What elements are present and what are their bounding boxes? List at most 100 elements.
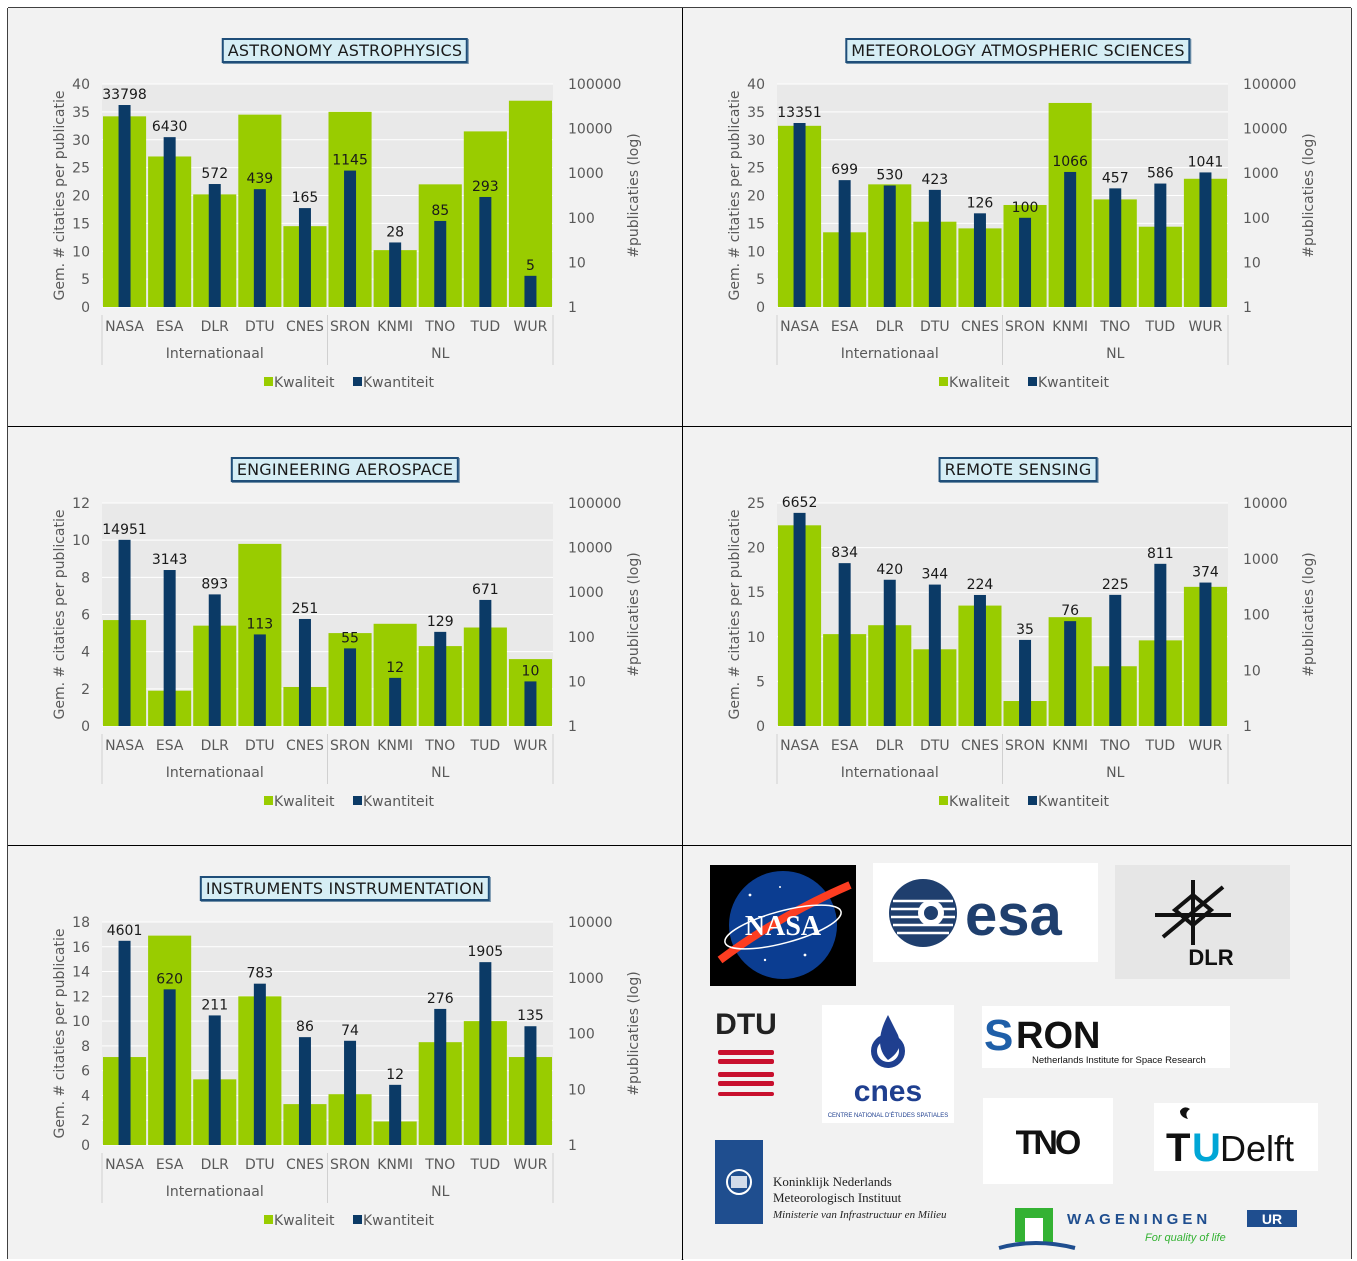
wur-logo-ur: UR [1262,1211,1282,1227]
kwantiteit-bar [1154,563,1167,726]
legend-swatch-kwaliteit [264,796,273,805]
data-label: 165 [292,190,319,206]
data-label: 10 [522,663,540,679]
data-label: 100 [1012,200,1039,216]
group-label-nl: NL [431,346,449,362]
y-tick-label: 6 [81,1064,90,1080]
data-label: 86 [296,1019,314,1035]
kwantiteit-bar [883,185,896,307]
y-tick-label: 5 [756,272,765,288]
nasa-emblem-icon: NASA [717,871,852,979]
y-tick-label: 10 [72,533,90,549]
data-label: 457 [1102,170,1129,186]
kwantiteit-bar [344,1040,357,1145]
y-axis-title: Gem. # citaties per publicatie [727,510,743,720]
kwantiteit-bar [479,196,492,307]
x-tick-label: TUD [470,1157,501,1173]
data-label: 3143 [152,552,188,568]
kwantiteit-bar [524,1026,537,1145]
kwantiteit-bar [1019,639,1032,726]
data-label: 85 [431,203,449,219]
y-tick-label: 6 [81,608,90,624]
y2-tick-label: 100000 [568,496,621,512]
kwantiteit-bar [208,184,221,307]
data-label: 530 [876,167,903,183]
kwantiteit-bar [1154,183,1167,307]
y2-tick-label: 100 [568,630,595,646]
x-tick-label: CNES [286,319,324,335]
y2-tick-label: 10000 [1243,122,1288,138]
data-label: 55 [341,630,359,646]
data-label: 1041 [1188,154,1224,170]
x-tick-label: NASA [105,319,144,335]
data-label: 28 [386,224,404,240]
data-label: 671 [472,582,499,598]
y2-tick-label: 1000 [568,971,604,987]
data-label: 1145 [332,153,368,169]
y-tick-label: 20 [747,189,765,205]
x-tick-label: DTU [920,319,950,335]
data-label: 251 [292,601,319,617]
data-label: 1905 [468,944,504,960]
legend-swatch-kwaliteit [264,1215,273,1224]
kwantiteit-bar [163,570,176,726]
kwantiteit-bar [298,208,311,307]
kwantiteit-bar [1109,594,1122,726]
data-label: 211 [201,997,228,1013]
x-tick-label: WUR [514,1157,548,1173]
x-tick-label: KNMI [1052,738,1088,754]
y-tick-label: 14 [72,965,90,981]
x-tick-label: TNO [1099,738,1130,754]
y2-tick-label: 10 [568,1082,586,1098]
x-tick-label: NASA [780,738,819,754]
legend-swatch-kwantiteit [353,796,362,805]
legend-swatch-kwaliteit [939,377,948,386]
y-axis-title: Gem. # citaties per publicatie [727,91,743,301]
kwantiteit-bar [298,1037,311,1145]
kwantiteit-bar [344,170,357,307]
y-tick-label: 4 [81,645,90,661]
kwantiteit-bar [524,275,537,307]
y2-tick-label: 1000 [568,166,604,182]
x-tick-label: DTU [245,319,275,335]
y-tick-label: 20 [72,189,90,205]
y-tick-label: 5 [81,272,90,288]
y-tick-label: 30 [72,133,90,149]
wur-emblem-icon: WAGENINGEN UR For quality of life [998,1208,1297,1250]
data-label: 113 [246,616,273,632]
kwantiteit-bar [298,618,311,726]
group-label-internationaal: Internationaal [166,1184,264,1200]
legend-swatch-kwantiteit [1028,377,1037,386]
wur-logo-tagline: For quality of life [1145,1232,1226,1244]
y2-tick-label: 1 [1243,719,1252,735]
data-label: 225 [1102,577,1129,593]
y-tick-label: 16 [72,940,90,956]
x-tick-label: WUR [1189,738,1223,754]
x-tick-label: TUD [470,319,501,335]
y-tick-label: 15 [747,585,765,601]
y2-tick-label: 1 [568,719,577,735]
x-tick-label: KNMI [1052,319,1088,335]
chart-svg: 0 5 10 15 20 25 30 35 40 1 10 100 1000 10000 100000 133… [727,77,1317,391]
chart-panel-3: ENGINEERING AEROSPACE 0 2 4 6 8 10 12 1 10 100 100… [8,427,682,845]
esa-emblem-icon: esa [889,879,1063,948]
cnes-logo-subtitle: CENTRE NATIONAL D'ÉTUDES SPATIALES [828,1112,949,1119]
kwantiteit-bar [973,213,986,307]
data-label: 834 [831,545,858,561]
y-tick-label: 8 [81,1039,90,1055]
kwantiteit-bar [208,594,221,726]
sron-logo-text: RON [1016,1015,1100,1057]
data-label: 129 [427,614,454,630]
wur-logo: WAGENINGEN UR For quality of life [995,1200,1305,1256]
y2-tick-label: 1 [1243,300,1252,316]
kwantiteit-bar [253,983,266,1145]
kwantiteit-bar [479,962,492,1145]
tudelft-logo-text: Delft [1220,1128,1294,1169]
legend-label-kwaliteit: Kwaliteit [274,1213,335,1229]
data-label: 12 [386,1067,404,1083]
x-tick-label: SRON [330,1157,370,1173]
x-tick-label: TNO [424,319,455,335]
y2-tick-label: 10 [568,674,586,690]
data-label: 893 [201,576,228,592]
legend-label-kwaliteit: Kwaliteit [949,794,1010,810]
